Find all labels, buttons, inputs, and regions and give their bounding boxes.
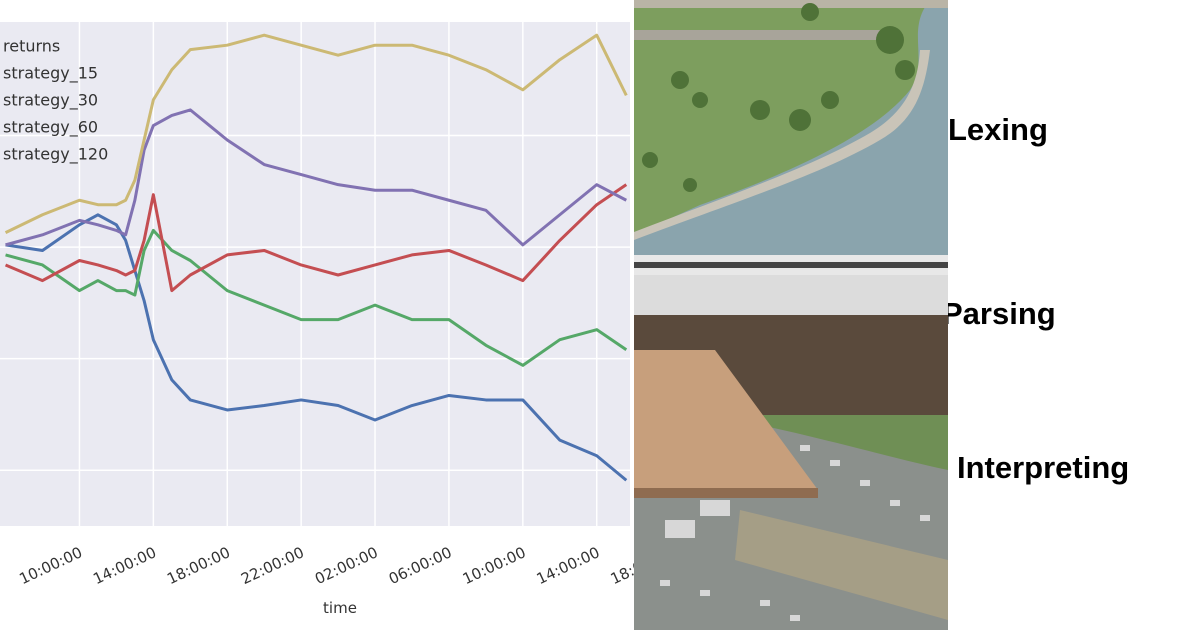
legend-label: strategy_60 <box>3 118 98 138</box>
legend-label: strategy_120 <box>3 145 108 165</box>
series-line <box>5 228 628 367</box>
x-tick-label: 02:00:00 <box>312 543 381 588</box>
photo <box>634 0 948 630</box>
plot-area <box>0 22 630 526</box>
series-line <box>4 183 628 293</box>
x-tick-label: 06:00:00 <box>386 543 455 588</box>
x-tick-label: 10:00:00 <box>460 543 529 588</box>
x-tick-label: 14:00:00 <box>534 543 603 588</box>
series-line <box>4 33 628 234</box>
x-axis-label: time <box>323 599 357 617</box>
x-tick-label: 22:00:00 <box>238 543 307 588</box>
x-tick-label: 18:00:00 <box>164 543 233 588</box>
stage-label: Lexing <box>948 112 1048 147</box>
legend-label: returns <box>3 37 60 56</box>
legend-label: strategy_30 <box>3 91 98 111</box>
x-tick-label: 10:00:00 <box>16 543 85 588</box>
series-line <box>5 108 628 247</box>
stage-label: Parsing <box>942 296 1056 331</box>
stage-label: Interpreting <box>957 450 1129 485</box>
x-tick-label: 14:00:00 <box>90 543 159 588</box>
legend-label: strategy_15 <box>3 64 98 84</box>
series-line <box>5 213 628 482</box>
